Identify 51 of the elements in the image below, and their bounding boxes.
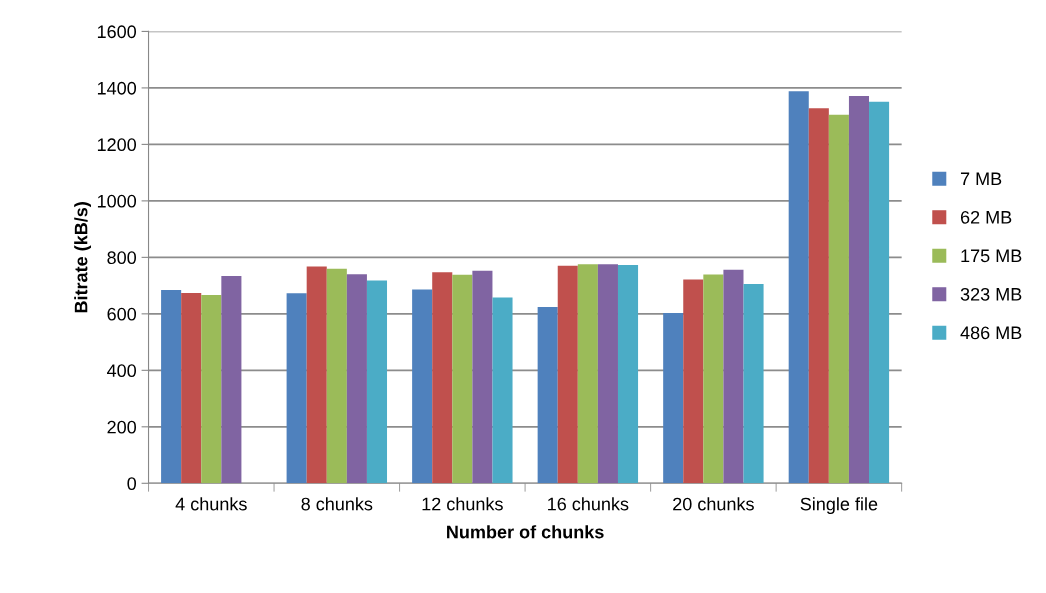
- x-tick-label: 20 chunks: [673, 497, 754, 511]
- bar: [346, 274, 367, 484]
- bar: [869, 101, 890, 484]
- x-tick-label: 8 chunks: [301, 497, 373, 511]
- legend-label: 486 MB: [960, 326, 1022, 340]
- x-tick-label: 12 chunks: [422, 497, 503, 511]
- y-tick-label: 400: [107, 364, 137, 378]
- x-axis-title: Number of chunks: [447, 525, 604, 539]
- bar: [808, 108, 829, 484]
- bar: [412, 289, 433, 484]
- legend-label: 175 MB: [961, 249, 1022, 263]
- legend-label: 323 MB: [960, 287, 1022, 301]
- bar: [161, 290, 182, 484]
- bar: [201, 294, 222, 484]
- x-tick-label: Single file: [800, 497, 878, 515]
- y-tick-label: 1600: [97, 25, 137, 39]
- bar: [663, 313, 684, 484]
- bar: [617, 264, 639, 484]
- bar: [723, 269, 744, 484]
- bar: [326, 268, 347, 484]
- bar: [683, 279, 704, 484]
- y-tick-label: 200: [107, 420, 137, 434]
- bar: [472, 270, 493, 484]
- bar: [286, 293, 307, 484]
- y-tick-label: 600: [107, 307, 137, 321]
- bar: [597, 264, 618, 484]
- bar: [703, 274, 724, 484]
- legend-label: 7 MB: [960, 172, 1002, 186]
- bar: [788, 91, 809, 484]
- y-axis-title: Bitrate (kB/s): [74, 202, 92, 313]
- bar: [828, 114, 849, 484]
- bar: [221, 276, 242, 484]
- legend-label: 62 MB: [960, 210, 1012, 224]
- bar: [577, 264, 598, 484]
- bar: [432, 272, 453, 484]
- y-tick-label: 1200: [97, 138, 137, 152]
- bar: [848, 96, 870, 484]
- bar: [366, 280, 388, 484]
- y-tick-label: 1000: [97, 194, 137, 208]
- x-tick-label: 4 chunks: [175, 497, 247, 511]
- bar: [492, 297, 513, 484]
- bar: [181, 292, 202, 484]
- bar: [537, 307, 558, 484]
- bar: [306, 266, 327, 484]
- bar: [557, 265, 578, 484]
- bar: [452, 274, 473, 484]
- bar: [743, 283, 764, 484]
- y-tick-label: 800: [107, 251, 137, 265]
- y-tick-label: 0: [127, 477, 137, 491]
- y-tick-label: 1400: [97, 81, 137, 95]
- x-tick-label: 16 chunks: [548, 497, 629, 511]
